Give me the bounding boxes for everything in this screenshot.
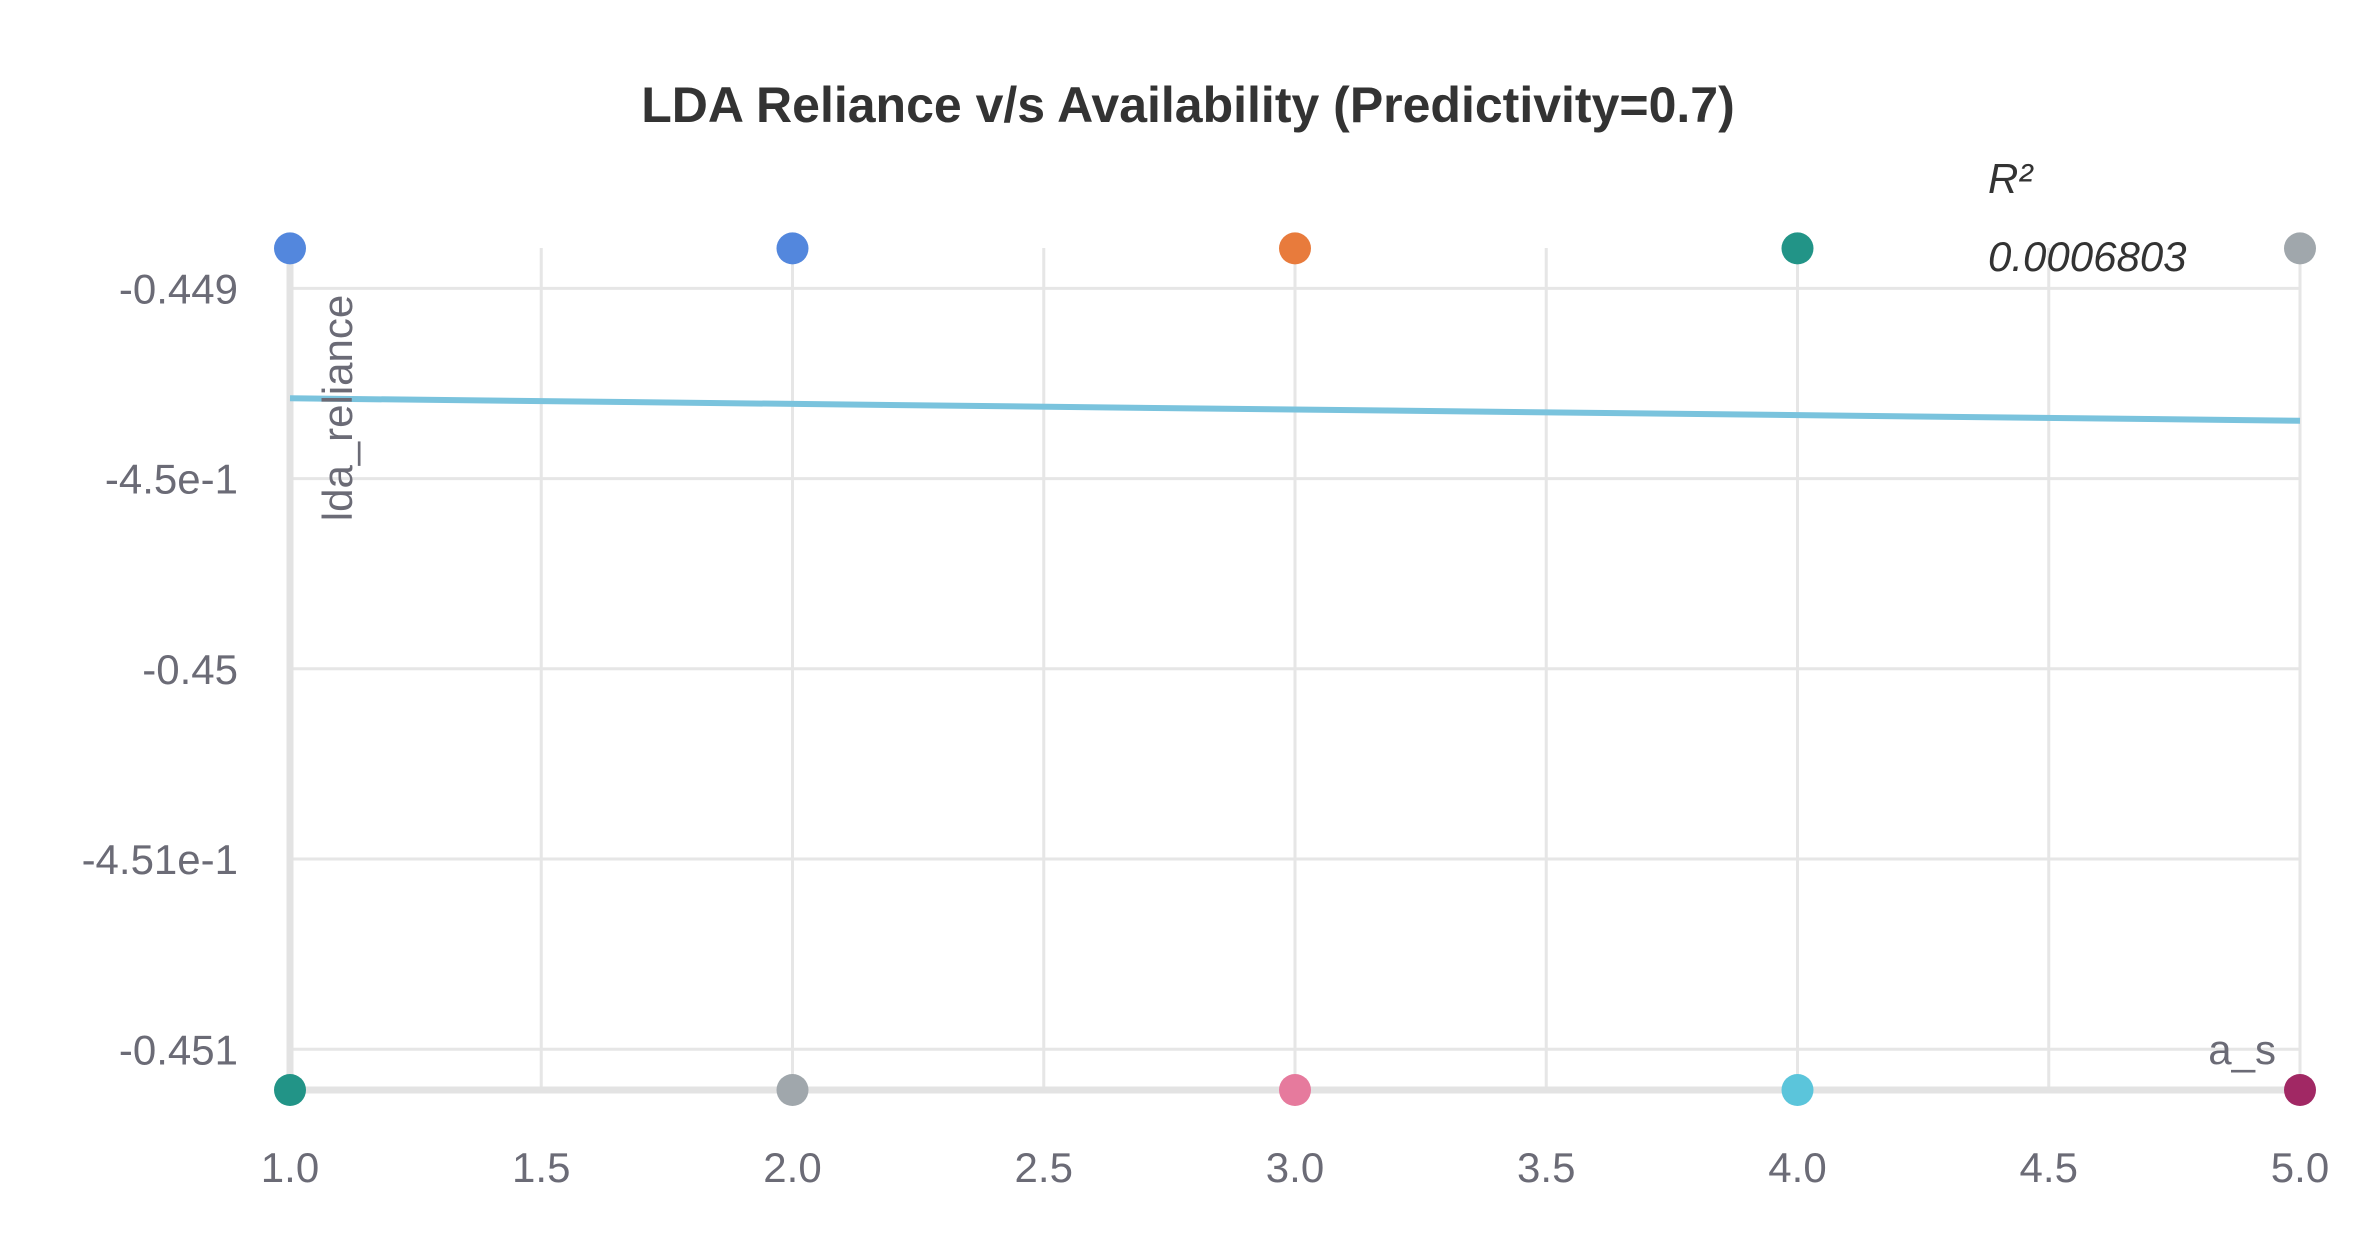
data-point bbox=[776, 232, 809, 265]
data-point bbox=[776, 1074, 809, 1106]
grid bbox=[288, 248, 2302, 1090]
data-point bbox=[1279, 232, 1311, 265]
x-tick-label: 4.0 bbox=[1768, 1144, 1826, 1191]
x-tick-label: 4.5 bbox=[2020, 1144, 2078, 1191]
y-tick-label: -0.449 bbox=[119, 265, 238, 312]
x-tick-label: 1.0 bbox=[261, 1144, 319, 1191]
x-tick-label: 5.0 bbox=[2271, 1144, 2329, 1191]
x-axis-label: a_s bbox=[2208, 1026, 2276, 1073]
data-point bbox=[274, 232, 306, 265]
y-tick-label: -0.45 bbox=[142, 646, 238, 693]
data-point bbox=[2284, 232, 2316, 265]
y-axis-label: lda_reliance bbox=[314, 295, 361, 522]
x-tick-label: 2.5 bbox=[1015, 1144, 1073, 1191]
r-squared-label: R² bbox=[1988, 155, 2034, 202]
tick-labels: 1.0 1.5 2.0 2.5 3.0 3.5 4.0 4.5 5.0 -0.449 -4.5e-1… bbox=[82, 265, 2330, 1191]
x-tick-label: 3.5 bbox=[1517, 1144, 1575, 1191]
trendline-group bbox=[289, 395, 2301, 424]
y-tick-label: -4.51e-1 bbox=[82, 836, 238, 883]
x-tick-label: 2.0 bbox=[763, 1144, 821, 1191]
data-point bbox=[1781, 232, 1814, 265]
r-squared-value: 0.0006803 bbox=[1988, 233, 2187, 280]
data-point bbox=[1781, 1074, 1814, 1106]
points-group bbox=[274, 232, 2316, 1106]
y-tick-label: -0.451 bbox=[119, 1026, 238, 1073]
y-tick-label: -4.5e-1 bbox=[105, 456, 238, 503]
x-tick-label: 1.5 bbox=[512, 1144, 570, 1191]
data-point bbox=[1279, 1074, 1311, 1106]
chart-title: LDA Reliance v/s Availability (Predictiv… bbox=[641, 77, 1734, 133]
trendline bbox=[289, 395, 2301, 424]
data-point bbox=[274, 1074, 306, 1106]
x-tick-label: 3.0 bbox=[1266, 1144, 1324, 1191]
data-point bbox=[2284, 1074, 2316, 1106]
